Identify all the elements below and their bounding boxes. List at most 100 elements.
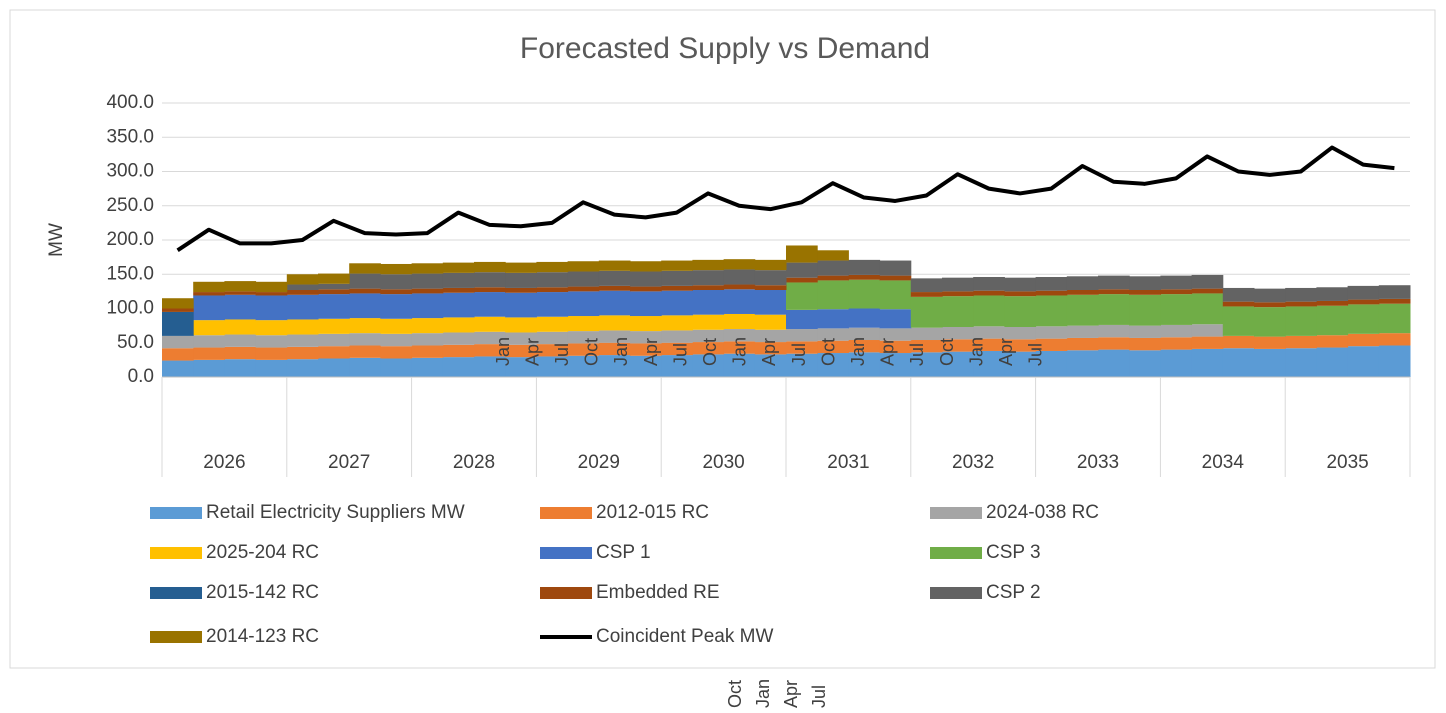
area-segment — [1285, 287, 1317, 302]
area-segment — [973, 338, 1005, 351]
area-segment — [1160, 289, 1193, 295]
area-segment — [255, 335, 288, 348]
stray-month-label: Jul — [809, 685, 829, 708]
area-segment — [1347, 346, 1380, 377]
area-segment — [723, 353, 756, 377]
area-segment — [1098, 275, 1130, 290]
area-segment — [692, 354, 725, 377]
area-segment — [786, 282, 818, 310]
area-segment — [1316, 287, 1349, 301]
area-segment — [1378, 298, 1411, 304]
area-segment — [505, 332, 537, 345]
y-tick-label: 400.0 — [106, 92, 154, 113]
area-segment — [1098, 324, 1130, 338]
stray-month-label: Apr — [759, 338, 779, 366]
area-segment — [318, 289, 350, 295]
stray-month-label: Jan — [848, 337, 868, 366]
area-segment — [723, 259, 756, 270]
area-segment — [474, 287, 506, 293]
area-segment — [942, 326, 974, 340]
area-segment — [786, 341, 818, 354]
area-segment — [1347, 285, 1380, 300]
area-segment — [505, 344, 537, 358]
area-segment — [1191, 336, 1224, 349]
area-segment — [754, 270, 787, 286]
legend-label: CSP 3 — [986, 542, 1041, 563]
area-segment — [723, 329, 756, 342]
area-segment — [193, 320, 225, 336]
area-segment — [442, 272, 475, 288]
area-segment — [1191, 288, 1224, 294]
area-segment — [692, 259, 725, 271]
area-segment — [567, 355, 600, 377]
area-segment — [942, 291, 974, 297]
area-segment — [1254, 302, 1286, 308]
area-segment — [1066, 290, 1099, 295]
area-segment — [1160, 294, 1193, 325]
area-segment — [661, 342, 693, 356]
area-segment — [598, 290, 631, 316]
area-segment — [1191, 324, 1224, 337]
area-segment — [786, 277, 818, 283]
area-segment — [255, 295, 288, 321]
area-segment — [754, 342, 787, 355]
area-segment — [661, 270, 693, 286]
area-segment — [973, 350, 1005, 377]
stray-month-label: Oct — [582, 338, 602, 366]
area-segment — [786, 353, 818, 377]
area-segment — [817, 275, 849, 281]
area-segment — [380, 346, 413, 359]
area-segment — [661, 330, 693, 343]
area-segment — [1191, 274, 1224, 289]
area-segment — [848, 308, 881, 328]
area-segment — [661, 285, 693, 291]
area-segment — [536, 316, 569, 332]
area-segment — [1129, 350, 1161, 377]
area-segment — [1129, 290, 1161, 295]
area-segment — [536, 356, 569, 377]
area-segment — [723, 341, 756, 354]
area-segment — [786, 245, 818, 263]
area-segment — [162, 348, 194, 361]
x-year-label: 2026 — [203, 452, 245, 473]
area-segment — [817, 309, 849, 329]
area-segment — [255, 281, 288, 293]
stray-month-label: Jan — [493, 337, 513, 366]
area-segment — [1098, 337, 1130, 350]
area-segment — [1222, 335, 1255, 349]
area-segment — [224, 334, 257, 347]
area-segment — [1347, 299, 1380, 305]
area-segment — [1066, 325, 1099, 338]
area-segment — [942, 277, 974, 292]
area-segment — [1347, 333, 1380, 347]
area-segment — [661, 290, 693, 316]
x-year-label: 2035 — [1326, 452, 1368, 473]
area-segment — [442, 292, 475, 318]
area-segment — [349, 318, 381, 334]
area-segment — [1316, 300, 1349, 306]
area-segment — [848, 259, 881, 275]
area-segment — [536, 292, 569, 317]
area-segment — [817, 260, 849, 276]
area-segment — [505, 287, 537, 293]
x-year-label: 2034 — [1202, 452, 1245, 473]
area-segment — [505, 357, 537, 377]
area-segment — [224, 294, 257, 320]
area-segment — [661, 315, 693, 331]
stray-month-label: Jan — [611, 337, 631, 366]
area-segment — [255, 359, 288, 377]
area-segment — [879, 328, 912, 341]
area-segment — [318, 333, 350, 347]
area-segment — [817, 280, 849, 310]
area-segment — [318, 346, 350, 359]
area-segment — [1098, 294, 1130, 325]
y-tick-label: 200.0 — [106, 229, 154, 250]
area-segment — [286, 334, 319, 347]
area-segment — [411, 263, 444, 274]
area-segment — [692, 290, 725, 315]
legend-swatch — [930, 507, 982, 519]
area-segment — [598, 260, 631, 271]
legend-label: 2025-204 RC — [206, 542, 319, 563]
area-segment — [411, 293, 444, 319]
